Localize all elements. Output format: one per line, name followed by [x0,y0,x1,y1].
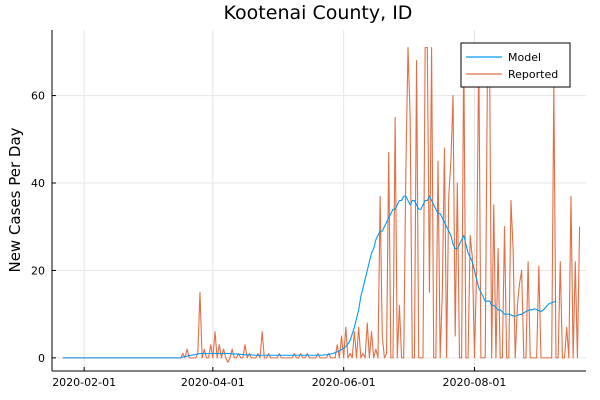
x-tick-label: 2020-06-01 [312,376,376,389]
y-tick-label: 60 [31,90,45,103]
legend-box [460,42,571,88]
x-tick-label: 2020-02-01 [52,376,116,389]
y-tick-label: 0 [38,352,45,365]
x-ticks: 2020-02-01 2020-04-01 2020-06-01 2020-08-01 [52,367,506,389]
y-axis-label: New Cases Per Day [6,127,24,272]
y-tick-label: 40 [31,177,45,190]
series-group [62,46,581,363]
series-line-model [62,195,557,359]
legend-label-reported: Reported [508,68,558,81]
x-tick-label: 2020-08-01 [443,376,507,389]
y-ticks: 0 20 40 60 [31,90,56,365]
x-tick-label: 2020-04-01 [181,376,245,389]
y-tick-label: 20 [31,264,45,277]
legend-label-model: Model [508,51,541,64]
legend: Model Reported [460,42,571,88]
chart-title: Kootenai County, ID [224,2,413,24]
series-line-reported [62,46,581,363]
